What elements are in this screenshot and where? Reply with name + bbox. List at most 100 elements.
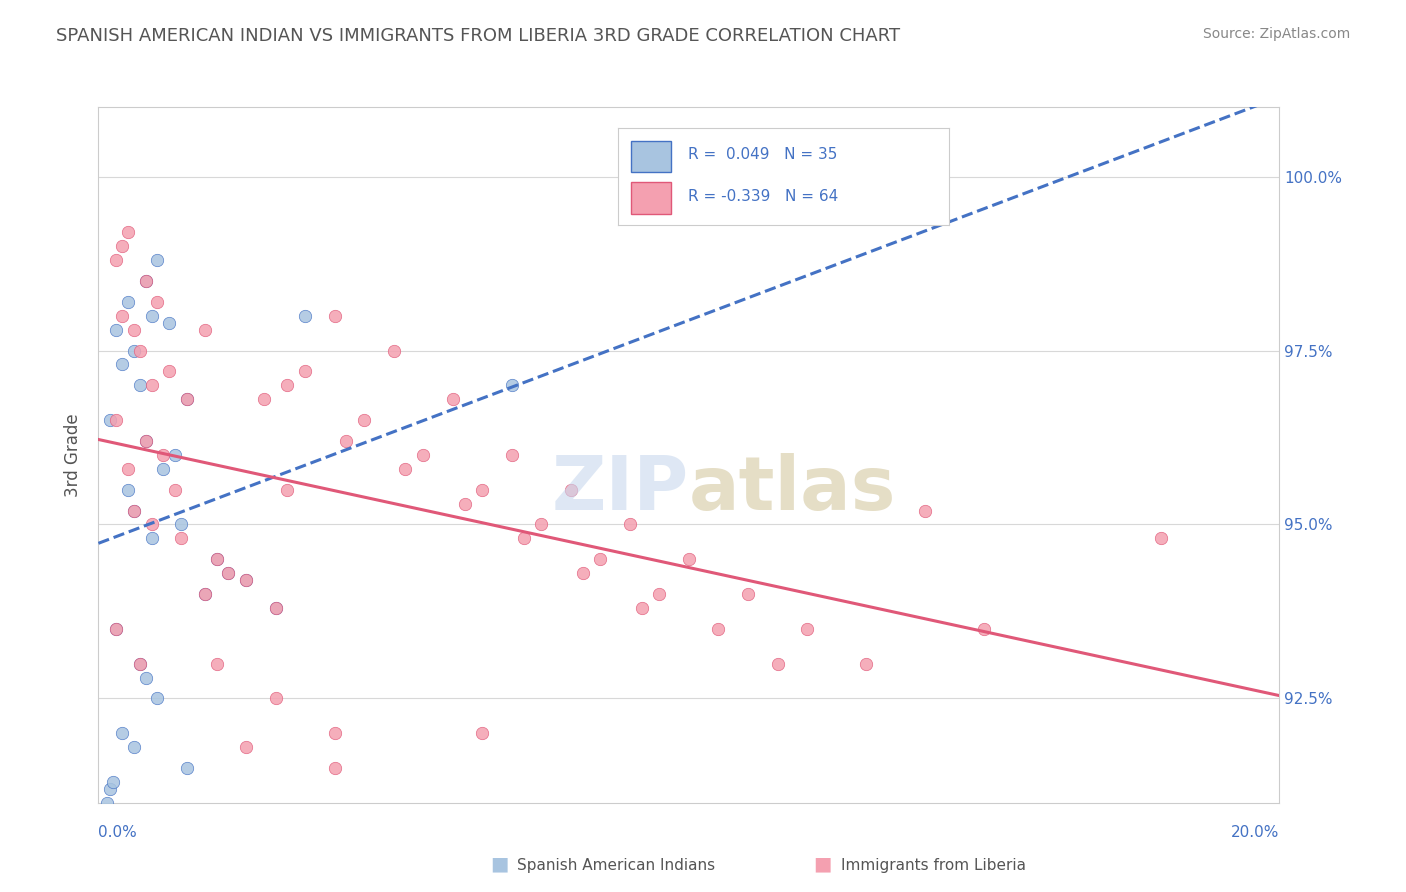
Point: [471, 483, 494, 497]
Point: [111, 309, 134, 323]
Point: [105, 413, 128, 427]
Y-axis label: 3rd Grade: 3rd Grade: [65, 413, 83, 497]
Point: [141, 532, 163, 546]
Point: [96, 796, 118, 810]
Point: [512, 532, 534, 546]
Text: 20.0%: 20.0%: [1232, 825, 1279, 840]
Point: [128, 343, 150, 358]
Point: [170, 517, 193, 532]
Point: [205, 552, 228, 566]
Point: [194, 587, 217, 601]
Text: Spanish American Indians: Spanish American Indians: [517, 858, 716, 872]
Point: [135, 274, 157, 288]
Point: [335, 434, 357, 448]
Point: [276, 483, 298, 497]
Text: ■: ■: [489, 855, 509, 873]
Text: ZIP: ZIP: [551, 453, 689, 526]
Point: [560, 483, 582, 497]
Point: [323, 726, 346, 740]
Point: [122, 323, 145, 337]
Point: [128, 657, 150, 671]
Point: [98, 413, 121, 427]
Point: [630, 601, 652, 615]
Text: 0.0%: 0.0%: [98, 825, 138, 840]
Point: [152, 462, 174, 476]
Point: [146, 253, 169, 268]
Point: [117, 483, 139, 497]
Point: [530, 517, 553, 532]
Text: Immigrants from Liberia: Immigrants from Liberia: [841, 858, 1026, 872]
Point: [217, 566, 239, 581]
Point: [111, 239, 134, 253]
Text: atlas: atlas: [689, 453, 896, 526]
Point: [128, 378, 150, 392]
Point: [146, 294, 169, 309]
Point: [157, 316, 180, 330]
Point: [648, 587, 671, 601]
Text: Source: ZipAtlas.com: Source: ZipAtlas.com: [1202, 27, 1350, 41]
Point: [264, 601, 287, 615]
Point: [471, 726, 494, 740]
Point: [165, 483, 187, 497]
Point: [141, 309, 163, 323]
Point: [103, 775, 125, 789]
Point: [122, 503, 145, 517]
Point: [165, 448, 187, 462]
Point: [205, 657, 228, 671]
Point: [394, 462, 416, 476]
Point: [176, 392, 198, 407]
Point: [122, 343, 145, 358]
Point: [253, 392, 276, 407]
Point: [264, 601, 287, 615]
Point: [135, 434, 157, 448]
Point: [111, 726, 134, 740]
Point: [157, 364, 180, 378]
Point: [111, 358, 134, 372]
Point: [589, 552, 612, 566]
Point: [294, 309, 316, 323]
Point: [619, 517, 641, 532]
Point: [501, 378, 523, 392]
Point: [1150, 532, 1173, 546]
Point: [194, 323, 217, 337]
Point: [441, 392, 464, 407]
Point: [176, 392, 198, 407]
Point: [453, 497, 475, 511]
Point: [194, 587, 217, 601]
Point: [353, 413, 375, 427]
Point: [914, 503, 936, 517]
Point: [122, 503, 145, 517]
Point: [205, 552, 228, 566]
Point: [323, 309, 346, 323]
Point: [973, 622, 995, 636]
Point: [294, 364, 316, 378]
Point: [117, 462, 139, 476]
Point: [146, 691, 169, 706]
Point: [117, 294, 139, 309]
Point: [176, 761, 198, 775]
Point: [678, 552, 700, 566]
Point: [217, 566, 239, 581]
Point: [128, 657, 150, 671]
Point: [135, 671, 157, 685]
Point: [707, 622, 730, 636]
Text: SPANISH AMERICAN INDIAN VS IMMIGRANTS FROM LIBERIA 3RD GRADE CORRELATION CHART: SPANISH AMERICAN INDIAN VS IMMIGRANTS FR…: [56, 27, 900, 45]
Point: [412, 448, 434, 462]
Text: ■: ■: [813, 855, 832, 873]
Point: [501, 448, 523, 462]
Point: [135, 274, 157, 288]
Point: [235, 573, 257, 587]
Point: [170, 532, 193, 546]
Point: [141, 517, 163, 532]
Point: [135, 434, 157, 448]
Point: [276, 378, 298, 392]
Point: [105, 622, 128, 636]
Point: [382, 343, 405, 358]
Point: [235, 573, 257, 587]
Point: [105, 323, 128, 337]
Point: [235, 740, 257, 755]
Point: [737, 587, 759, 601]
Point: [571, 566, 593, 581]
Point: [105, 253, 128, 268]
Point: [766, 657, 789, 671]
